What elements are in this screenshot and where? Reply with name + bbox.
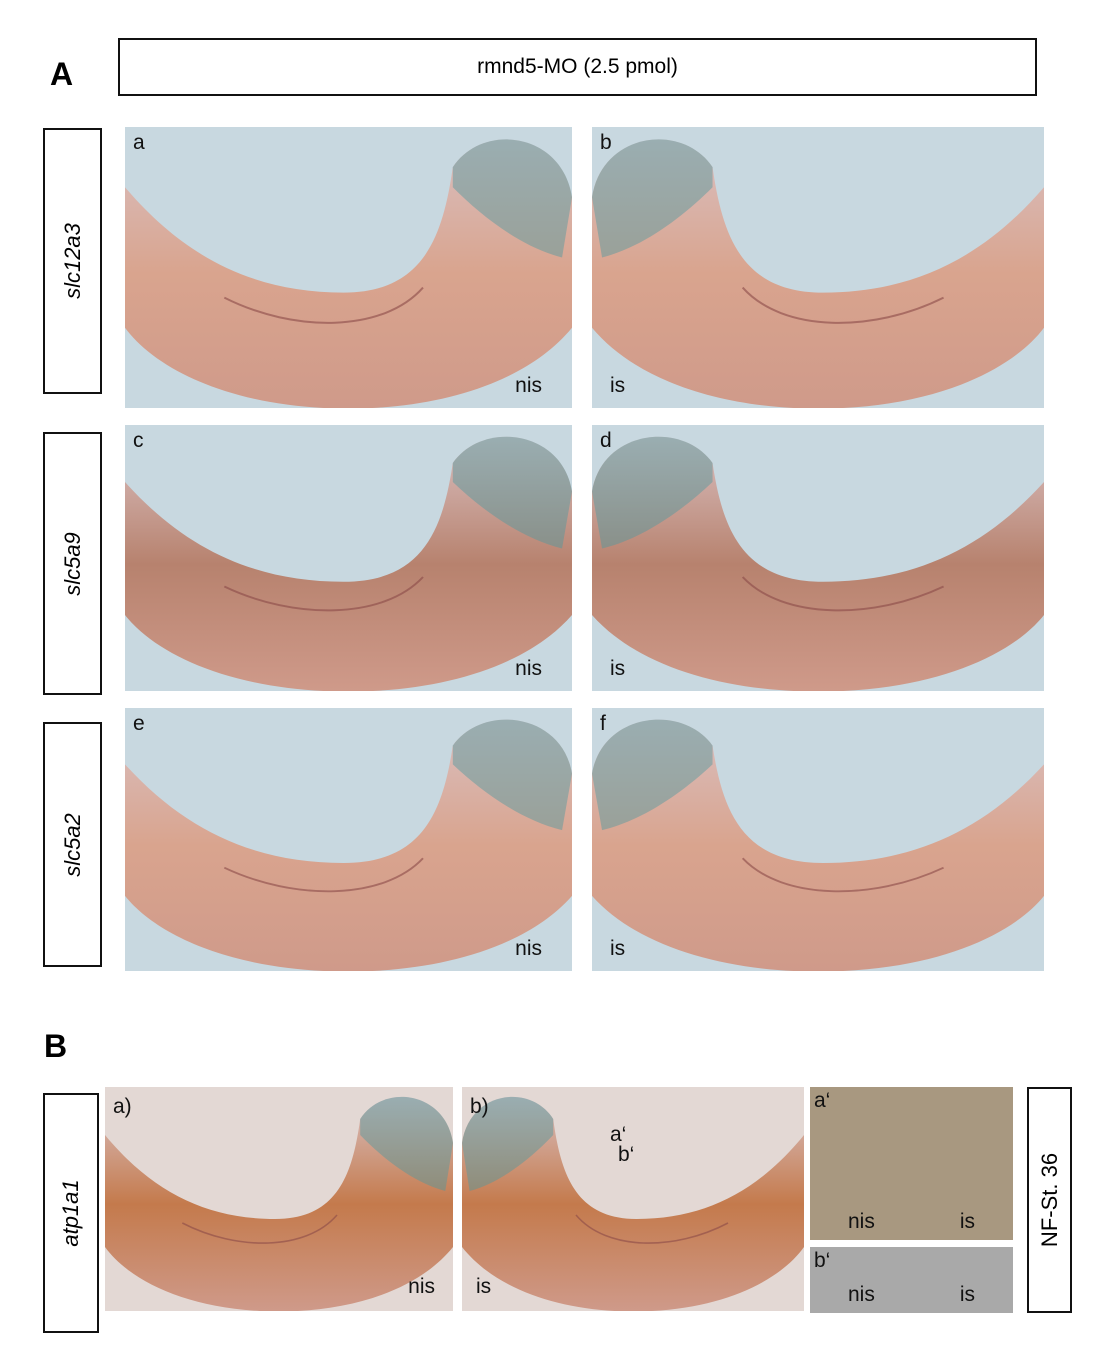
panel-letter: b [600,131,612,154]
panel-label: A [50,56,74,92]
image-panel: e nis [125,708,572,971]
panel-letter: e [133,712,145,735]
gene-label: slc5a2 [59,812,85,877]
side-label: nis [515,657,542,680]
panel-letter: a) [113,1095,132,1118]
side-label: nis [408,1275,435,1298]
micrograph [592,708,1044,971]
panel-letter: a [133,131,145,154]
image-panel: f is [592,708,1044,971]
image-panel: b) is a‘ b‘ [462,1087,804,1311]
header: rmnd5-MO (2.5 pmol) [118,38,1037,96]
panel-letter: c [133,429,144,452]
panel-letter: f [600,712,606,735]
inset-letter: b‘ [814,1249,831,1272]
panel-label: B [44,1028,68,1064]
side-label: nis [515,374,542,397]
micrograph [462,1087,804,1311]
side-label: is [959,1210,975,1233]
image-panel: a nis [125,127,572,408]
inset: b‘ nis is [810,1247,1013,1313]
stage-box: NF-St. 36 [1027,1087,1072,1313]
section-marker: a‘ [610,1123,627,1146]
side-label: nis [848,1283,875,1306]
micrograph [125,425,572,691]
gene-box: slc5a9 [43,432,102,695]
panel-letter: b) [470,1095,489,1118]
image-panel: d is [592,425,1044,691]
side-label: nis [515,937,542,960]
side-label: is [610,657,626,680]
side-label: is [610,937,626,960]
section-marker: b‘ [618,1143,635,1166]
micrograph [592,425,1044,691]
gene-box: slc12a3 [43,128,102,394]
micrograph [125,127,572,408]
image-panel: b is [592,127,1044,408]
side-label: is [476,1275,492,1298]
gene-box: slc5a2 [43,722,102,967]
gene-label: slc12a3 [59,223,85,299]
side-label: is [610,374,626,397]
gene-label: slc5a9 [59,531,85,596]
gene-box: atp1a1 [43,1093,99,1333]
image-panel: c nis [125,425,572,691]
stage-label: NF-St. 36 [1036,1152,1062,1248]
side-label: nis [848,1210,875,1233]
micrograph [125,708,572,971]
panel-letter: d [600,429,612,452]
micrograph [592,127,1044,408]
micrograph [105,1087,453,1311]
inset-letter: a‘ [814,1089,831,1112]
inset: a‘ nis is [810,1087,1013,1240]
gene-label: atp1a1 [58,1179,83,1247]
side-label: is [959,1283,975,1306]
image-panel: a) nis [105,1087,453,1311]
